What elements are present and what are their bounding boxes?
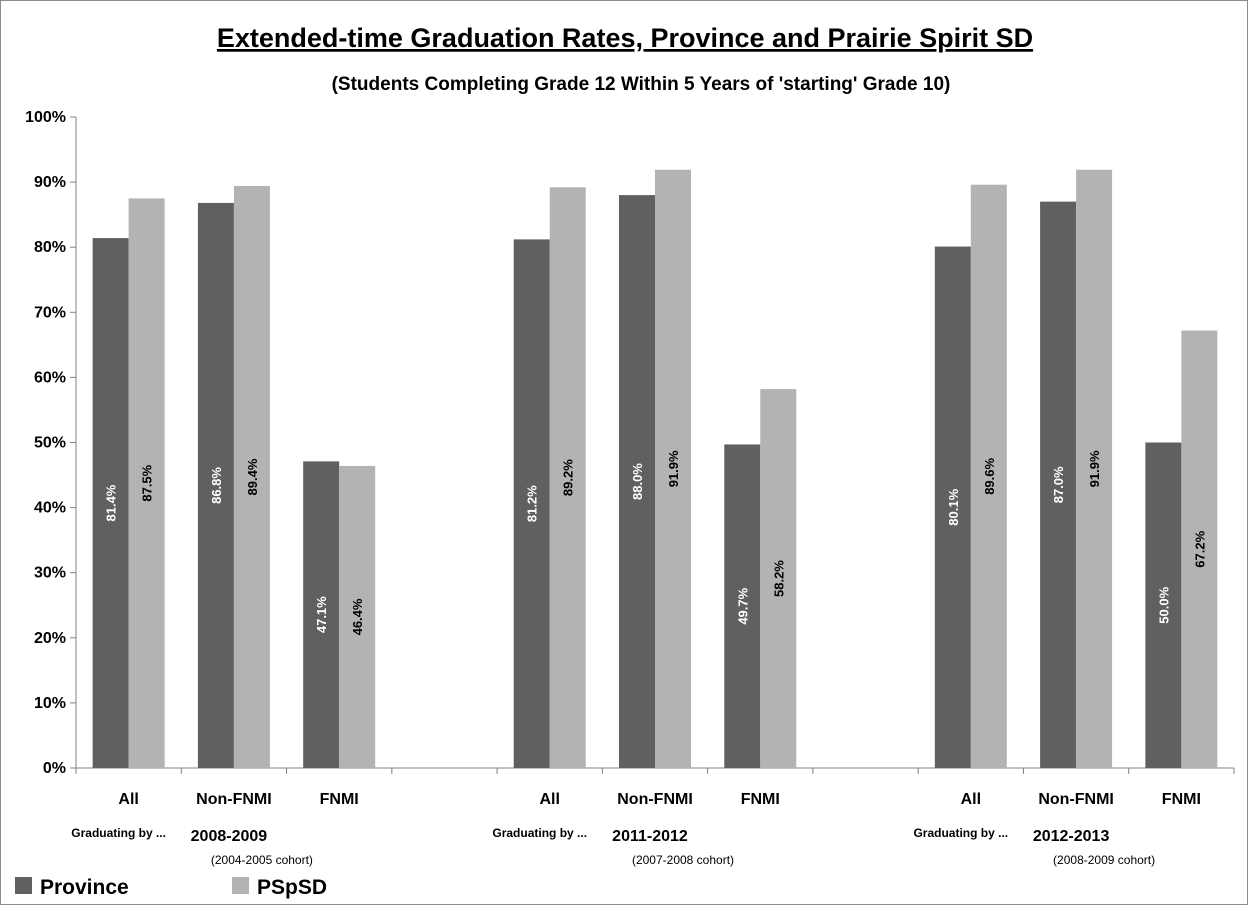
data-label: 81.4% — [104, 484, 119, 521]
x-category-label: All — [118, 791, 138, 808]
data-label: 80.1% — [946, 488, 961, 525]
y-tick-label: 100% — [25, 109, 66, 126]
x-category-label: Non-FNMI — [196, 791, 272, 808]
y-tick-label: 80% — [34, 239, 66, 256]
bar-pspsd — [970, 184, 1007, 769]
bar-province — [724, 444, 761, 768]
cohort-label: (2007-2008 cohort) — [632, 853, 734, 867]
y-tick-label: 10% — [34, 695, 66, 712]
data-label: 81.2% — [525, 485, 540, 522]
group-year-label: 2011-2012 — [612, 828, 688, 845]
x-category-label: FNMI — [1162, 791, 1201, 808]
data-label: 89.2% — [561, 459, 576, 496]
x-category-label: All — [961, 791, 981, 808]
legend-label-province: Province — [40, 876, 129, 899]
x-category-label: FNMI — [320, 791, 359, 808]
bar-pspsd — [655, 169, 691, 768]
y-tick-label: 70% — [34, 304, 66, 321]
bar-pspsd — [233, 186, 270, 769]
bar-pspsd — [339, 465, 376, 768]
data-label: 87.0% — [1051, 466, 1066, 503]
data-label: 47.1% — [314, 596, 329, 633]
group-year-label: 2008-2009 — [191, 828, 268, 845]
cohort-label: (2008-2009 cohort) — [1053, 853, 1155, 867]
graduating-label: Graduating by ... — [71, 826, 166, 840]
bar-province — [513, 239, 550, 768]
bar-pspsd — [128, 198, 165, 768]
data-label: 89.6% — [982, 457, 997, 494]
bar-province — [92, 238, 129, 768]
y-tick-label: 90% — [34, 174, 66, 191]
bar-province — [1145, 442, 1182, 768]
graduating-label: Graduating by ... — [913, 826, 1008, 840]
bar-province — [197, 202, 234, 768]
group-year-label: 2012-2013 — [1033, 828, 1110, 845]
y-tick-label: 20% — [34, 630, 66, 647]
x-category-label: FNMI — [741, 791, 780, 808]
y-tick-label: 30% — [34, 565, 66, 582]
x-axis-labels: All Non-FNMI FNMI All Non-FNMI FNMI All Non-FNM… — [71, 791, 1201, 867]
cohort-label: (2004-2005 cohort) — [211, 853, 313, 867]
x-category-label: Non-FNMI — [1038, 791, 1114, 808]
data-label: 49.7% — [735, 587, 750, 624]
data-label: 86.8% — [209, 467, 224, 504]
data-label: 58.2% — [771, 560, 786, 597]
bar-pspsd — [549, 187, 586, 769]
bar-province — [619, 195, 655, 768]
legend: Province PSpSD — [15, 876, 327, 899]
bar-pspsd — [1181, 330, 1218, 768]
x-category-label: Non-FNMI — [617, 791, 693, 808]
y-tick-label: 40% — [34, 500, 66, 517]
legend-swatch-province — [15, 877, 32, 894]
y-tick-label: 0% — [43, 760, 66, 777]
chart-subtitle: (Students Completing Grade 12 Within 5 Y… — [332, 74, 951, 95]
chart-title: Extended-time Graduation Rates, Province… — [217, 23, 1033, 53]
data-label: 89.4% — [245, 458, 260, 495]
data-label: 87.5% — [140, 464, 155, 501]
data-label: 50.0% — [1156, 586, 1171, 623]
bar-pspsd — [1076, 169, 1113, 768]
legend-label-pspsd: PSpSD — [257, 876, 327, 899]
bar-province — [934, 246, 971, 768]
data-label: 46.4% — [350, 598, 365, 635]
graduating-label: Graduating by ... — [492, 826, 587, 840]
bar-pspsd — [760, 389, 797, 768]
bar-province — [1040, 201, 1077, 768]
bar-province — [303, 461, 340, 768]
y-tick-label: 50% — [34, 435, 66, 452]
axes: 0% 10% 20% 30% 40% 50% 60% 70% 80% 90% 100% — [25, 109, 1235, 777]
bars: 81.4% 86.8% 47.1% 81.2% 88.0% 49.7% 80.1% 87.0%… — [92, 169, 1218, 769]
x-category-label: All — [540, 791, 560, 808]
data-label: 88.0% — [630, 463, 645, 500]
data-label: 91.9% — [666, 450, 681, 487]
data-label: 91.9% — [1087, 450, 1102, 487]
legend-swatch-pspsd — [232, 877, 249, 894]
y-tick-label: 60% — [34, 369, 66, 386]
data-label: 67.2% — [1192, 530, 1207, 567]
